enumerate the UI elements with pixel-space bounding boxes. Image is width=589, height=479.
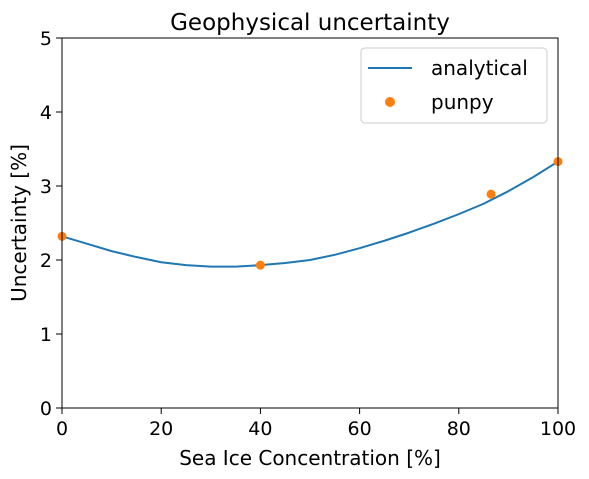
x-axis-label: Sea Ice Concentration [%] — [179, 446, 441, 470]
y-axis-label: Uncertainty [%] — [7, 144, 31, 302]
series-punpy-point — [255, 260, 265, 270]
x-tick-label: 0 — [56, 418, 68, 440]
x-tick-label: 20 — [149, 418, 173, 440]
x-tick-label: 40 — [248, 418, 272, 440]
x-axis-ticks: 0 20 40 60 80 100 — [56, 408, 576, 440]
legend-punpy-label: punpy — [431, 90, 494, 114]
y-axis-ticks: 0 1 2 3 4 5 — [40, 28, 62, 420]
chart-title: Geophysical uncertainty — [170, 10, 450, 36]
y-tick-label: 3 — [40, 176, 52, 198]
y-tick-label: 5 — [40, 28, 52, 50]
legend-punpy-swatch — [385, 97, 395, 107]
x-tick-label: 60 — [348, 418, 372, 440]
series-punpy-point — [486, 189, 496, 199]
y-tick-label: 4 — [40, 102, 52, 124]
series-analytical-line — [61, 160, 559, 268]
plot-frame — [61, 37, 559, 409]
y-tick-label: 2 — [40, 250, 52, 272]
y-tick-label: 1 — [40, 324, 52, 346]
x-tick-label: 80 — [447, 418, 471, 440]
legend: analytical punpy — [360, 47, 548, 124]
y-tick-label: 0 — [40, 398, 52, 420]
legend-analytical-label: analytical — [431, 56, 528, 80]
x-tick-label: 100 — [540, 418, 576, 440]
legend-box — [360, 47, 548, 124]
